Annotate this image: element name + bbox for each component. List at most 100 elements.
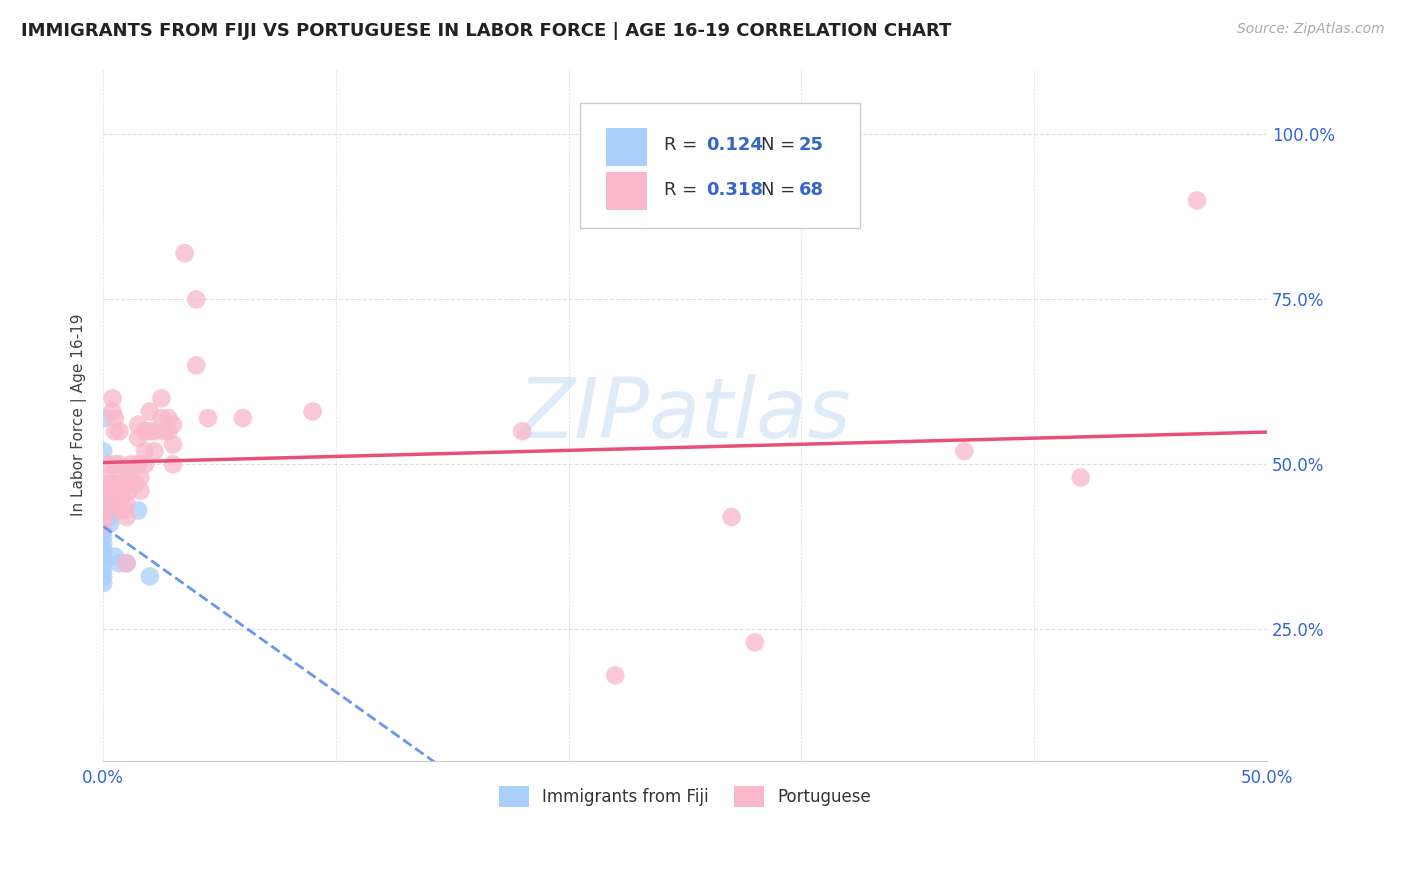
Point — [108, 556, 131, 570]
Point — [152, 425, 174, 439]
Point — [157, 411, 180, 425]
Point — [186, 293, 208, 307]
Point — [139, 569, 162, 583]
Point — [111, 483, 134, 498]
Point — [120, 464, 142, 478]
Point — [97, 457, 120, 471]
Point — [91, 510, 114, 524]
Point — [105, 483, 128, 498]
Point — [104, 549, 127, 564]
Point — [301, 404, 323, 418]
Point — [1185, 194, 1208, 208]
Point — [744, 635, 766, 649]
Point — [118, 483, 141, 498]
Text: Source: ZipAtlas.com: Source: ZipAtlas.com — [1237, 22, 1385, 37]
Point — [91, 497, 114, 511]
Point — [101, 392, 124, 406]
Point — [953, 444, 976, 458]
Point — [91, 516, 114, 531]
Point — [134, 425, 156, 439]
Point — [91, 543, 114, 558]
Point — [98, 497, 121, 511]
Point — [104, 425, 127, 439]
Point — [129, 483, 152, 498]
Point — [127, 417, 149, 432]
Point — [91, 536, 114, 550]
Point — [108, 457, 131, 471]
Point — [118, 470, 141, 484]
Point — [115, 510, 138, 524]
Point — [91, 569, 114, 583]
Point — [605, 668, 627, 682]
Point — [115, 497, 138, 511]
Point — [108, 425, 131, 439]
Point — [98, 490, 121, 504]
Text: R =: R = — [664, 136, 703, 154]
Point — [127, 457, 149, 471]
Point — [91, 563, 114, 577]
Text: 68: 68 — [799, 181, 824, 199]
Point — [134, 444, 156, 458]
Legend: Immigrants from Fiji, Portuguese: Immigrants from Fiji, Portuguese — [491, 778, 879, 815]
Point — [91, 556, 114, 570]
Point — [720, 510, 742, 524]
Point — [115, 556, 138, 570]
Point — [104, 457, 127, 471]
Point — [232, 411, 254, 425]
Point — [91, 503, 114, 517]
Point — [91, 523, 114, 537]
Bar — [606, 172, 647, 211]
Point — [98, 510, 121, 524]
Point — [98, 503, 121, 517]
Point — [120, 457, 142, 471]
Point — [173, 246, 195, 260]
Point — [105, 477, 128, 491]
Text: N =: N = — [761, 181, 800, 199]
Point — [143, 444, 166, 458]
Point — [157, 425, 180, 439]
Point — [197, 411, 219, 425]
Point — [162, 457, 184, 471]
Text: ZIPatlas: ZIPatlas — [519, 375, 852, 455]
Point — [97, 477, 120, 491]
Point — [510, 425, 533, 439]
Bar — [606, 128, 647, 166]
Y-axis label: In Labor Force | Age 16-19: In Labor Force | Age 16-19 — [72, 314, 87, 516]
Point — [91, 530, 114, 544]
Point — [91, 503, 114, 517]
Point — [162, 417, 184, 432]
Point — [98, 477, 121, 491]
Point — [162, 437, 184, 451]
Point — [101, 404, 124, 418]
Point — [127, 431, 149, 445]
Point — [125, 477, 148, 491]
Point — [127, 503, 149, 517]
Point — [1070, 470, 1092, 484]
Point — [91, 444, 114, 458]
FancyBboxPatch shape — [581, 103, 859, 227]
Point — [111, 490, 134, 504]
Point — [105, 497, 128, 511]
Point — [91, 549, 114, 564]
Point — [98, 516, 121, 531]
Point — [97, 470, 120, 484]
Point — [129, 470, 152, 484]
Point — [91, 510, 114, 524]
Point — [91, 576, 114, 591]
Text: N =: N = — [761, 136, 800, 154]
Text: R =: R = — [664, 181, 703, 199]
Point — [97, 483, 120, 498]
Point — [139, 404, 162, 418]
Point — [134, 457, 156, 471]
Point — [98, 483, 121, 498]
Point — [112, 503, 135, 517]
Point — [91, 411, 114, 425]
Text: 0.318: 0.318 — [706, 181, 763, 199]
Point — [150, 392, 173, 406]
Text: IMMIGRANTS FROM FIJI VS PORTUGUESE IN LABOR FORCE | AGE 16-19 CORRELATION CHART: IMMIGRANTS FROM FIJI VS PORTUGUESE IN LA… — [21, 22, 952, 40]
Point — [91, 510, 114, 524]
Point — [105, 503, 128, 517]
Point — [139, 425, 162, 439]
Text: 25: 25 — [799, 136, 824, 154]
Point — [91, 497, 114, 511]
